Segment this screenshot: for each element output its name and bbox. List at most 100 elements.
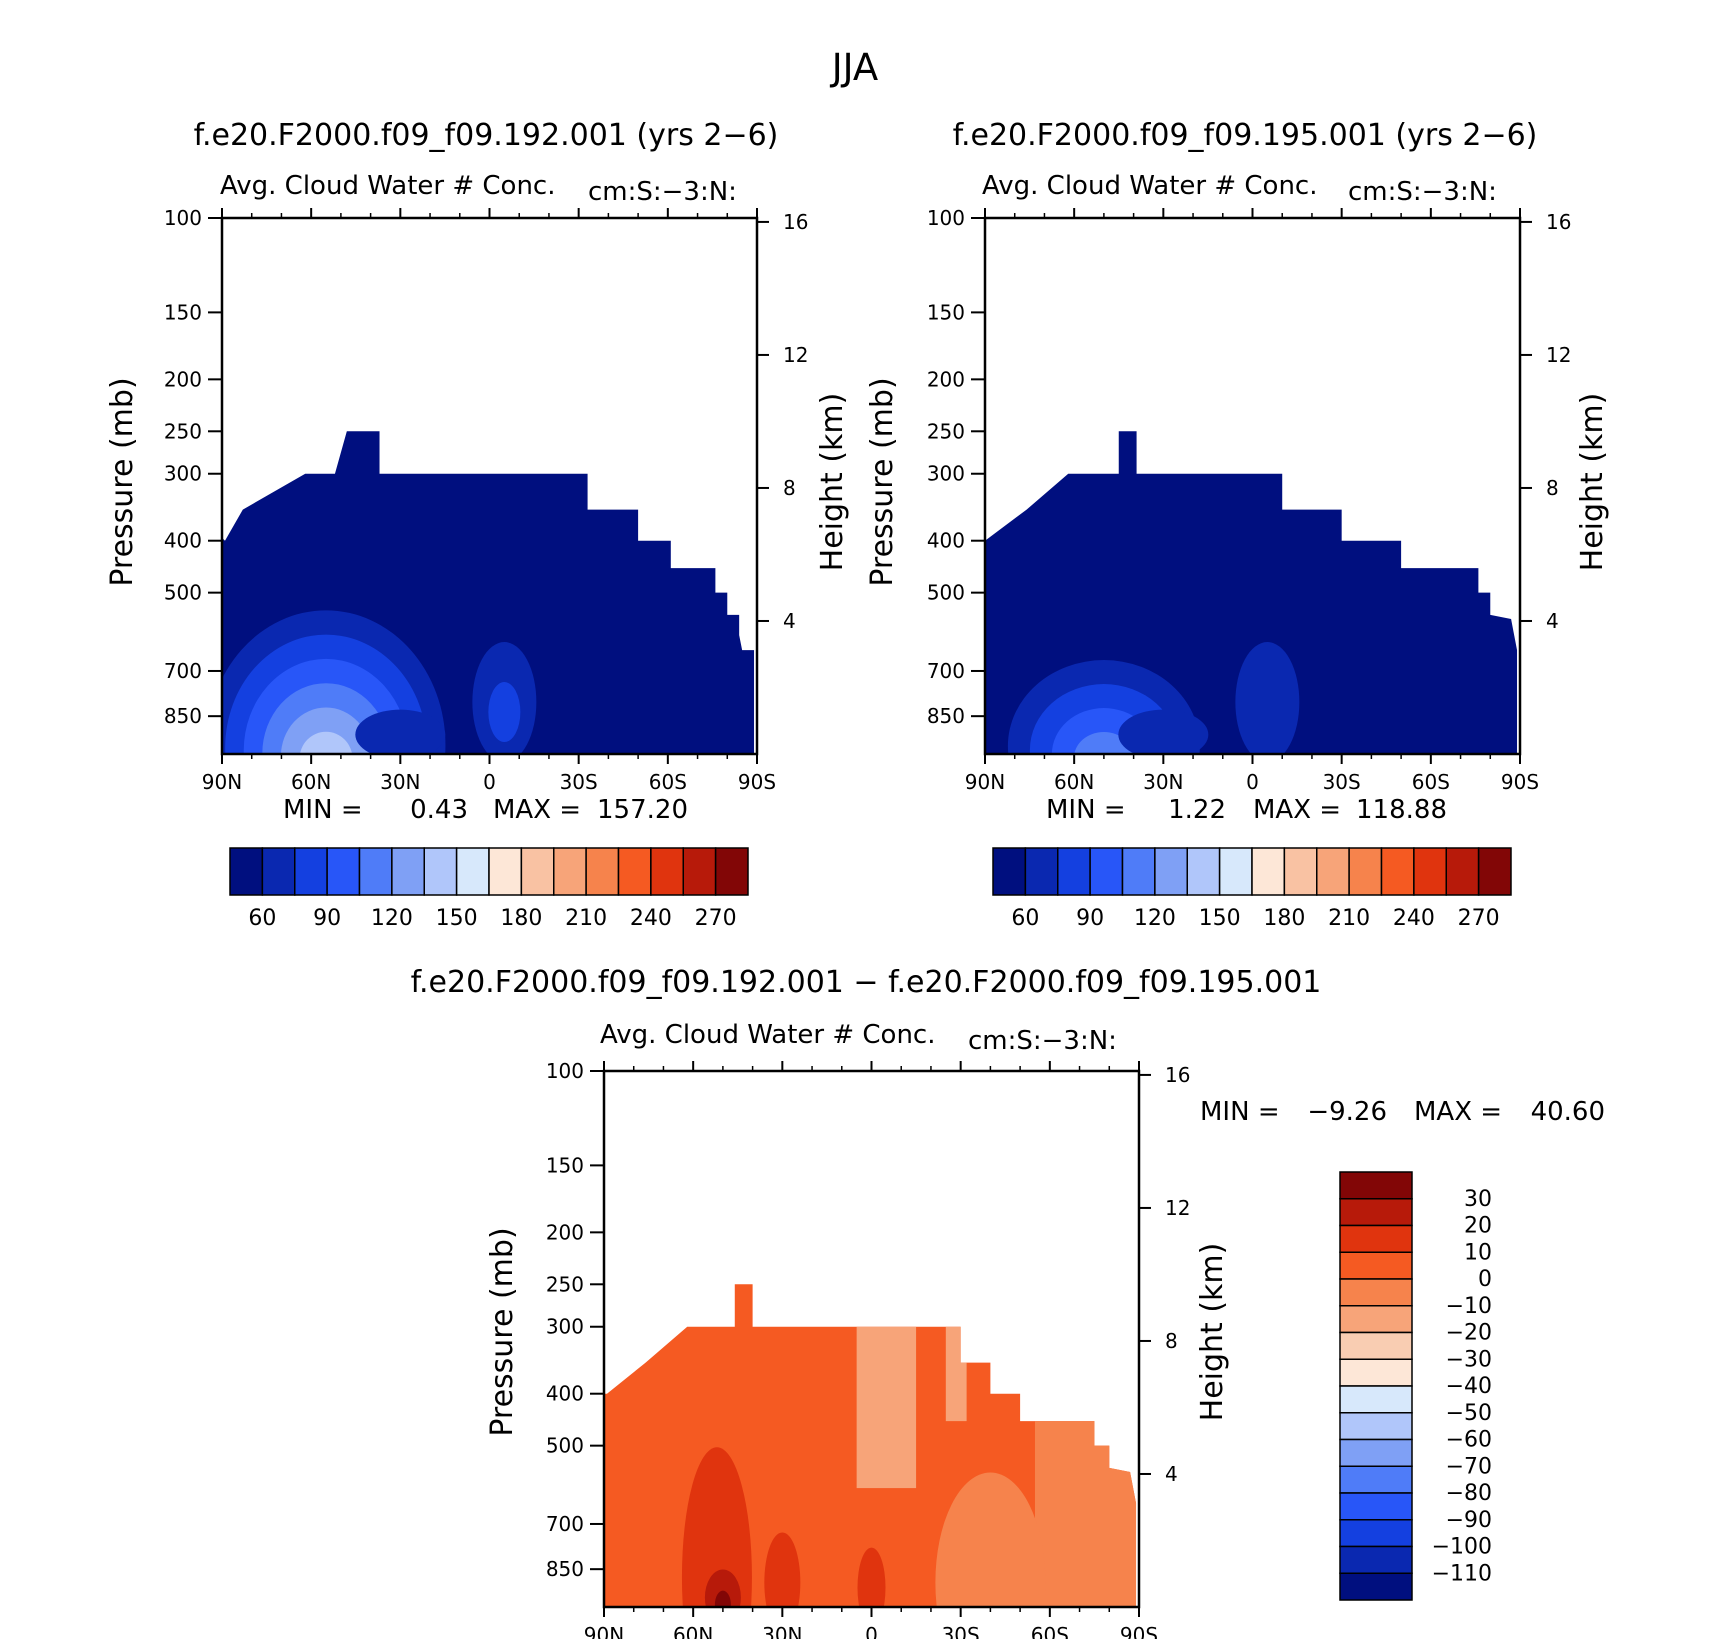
contour-level [1235,642,1300,754]
colorbar-swatch [1339,1331,1413,1360]
y-tick-label: 250 [927,419,965,443]
colorbar-label: −90 [1446,1508,1492,1533]
y-tick-label: 850 [164,704,202,728]
max-label: MAX = [493,795,581,825]
colorbar-swatch [261,847,296,896]
contour-level [1118,709,1209,754]
x-tick-label: 90S [1120,1623,1158,1639]
y-tick-label: 200 [164,367,202,391]
contour-level [857,1547,886,1607]
colorbar-label: 90 [1076,906,1104,931]
colorbar-swatch [1348,847,1383,896]
colorbar-swatch [992,847,1027,896]
colorbar-swatch [650,847,684,896]
colorbar-swatch [1339,1385,1413,1414]
y-tick-label: 300 [164,462,202,486]
y-tick-label: 150 [164,300,202,324]
contour-level [856,1326,917,1489]
colorbar-swatch [1121,847,1156,896]
x-tick-label: 60N [291,770,331,794]
colorbar-swatch [1339,1198,1413,1227]
figure-title: JJA [830,46,879,89]
x-tick-label: 30S [942,1623,980,1639]
colorbar-label: 90 [313,906,341,931]
y-right-tick-label: 4 [783,609,796,633]
colorbar-swatch [488,847,523,896]
colorbar-swatch [455,847,490,896]
colorbar-swatch [1477,847,1512,896]
colorbar-label: −10 [1446,1294,1492,1319]
colorbar-label: 10 [1464,1240,1492,1265]
colorbar-swatch [358,847,393,896]
colorbar-swatch [1339,1358,1413,1387]
y-tick-label: 100 [546,1059,584,1083]
max-value: 118.88 [1356,795,1447,825]
colorbar-swatch [1186,847,1221,896]
y-axis-title: Pressure (mb) [865,377,900,586]
y-right-tick-label: 16 [1165,1063,1190,1087]
panel-title: f.e20.F2000.f09_f09.192.001 (yrs 2−6) [194,118,779,153]
x-tick-label: 30N [762,1623,802,1639]
y-tick-label: 100 [927,206,965,230]
colorbar: 60 90 120 150 180 210 240 270 [229,847,749,931]
max-label: MAX = [1414,1097,1502,1127]
y-tick-label: 400 [546,1382,584,1406]
contour-level [935,1472,1046,1607]
axes: 90N 60N 30N 0 30S 60S 90S 100 150 200 250 300 400 500… [546,1059,1191,1639]
contour-plot [985,431,1518,754]
colorbar-swatch [1339,1572,1413,1601]
units-label: cm:S:−3:N: [1348,177,1497,207]
colorbar-label: −80 [1446,1481,1492,1506]
x-tick-label: 90S [1501,770,1539,794]
colorbar-label: 240 [630,906,672,931]
y-tick-label: 300 [546,1315,584,1339]
axes: 90N 60N 30N 0 30S 60S 90S 100 150 200 250 300 400 500… [927,206,1572,794]
colorbar-label: −70 [1446,1454,1492,1479]
colorbar-swatch [1024,847,1059,896]
contour-level [714,1590,731,1607]
contour-level [764,1532,801,1607]
y-tick-label: 500 [927,581,965,605]
colorbar-label: −60 [1446,1428,1492,1453]
x-tick-label: 90S [738,770,776,794]
colorbar-label: 30 [1464,1187,1492,1212]
colorbar: 60 90 120 150 180 210 240 270 [992,847,1512,931]
colorbar-label: 240 [1393,906,1435,931]
y-tick-label: 700 [927,659,965,683]
colorbar-swatch [1251,847,1286,896]
colorbar: 3020100−10−20−30−40−50−60−70−80−90−100−1… [1339,1171,1492,1601]
colorbar-swatch [1339,1305,1413,1334]
y-right-tick-label: 8 [1165,1329,1178,1353]
y-tick-label: 200 [927,367,965,391]
colorbar-label: −100 [1432,1535,1492,1560]
y-right-tick-label: 8 [783,476,796,500]
contour-level [1073,732,1134,754]
x-tick-label: 30S [1323,770,1361,794]
contour-level [280,707,372,754]
y-right-tick-label: 4 [1165,1462,1178,1486]
y-tick-label: 700 [164,659,202,683]
colorbar-label: 120 [371,906,413,931]
colorbar-swatch [1316,847,1350,896]
variable-label: Avg. Cloud Water # Conc. [600,1020,936,1050]
colorbar-label: 150 [1199,906,1241,931]
contour-level [945,1326,967,1422]
x-tick-label: 30S [560,770,598,794]
filled-region [985,431,1518,754]
colorbar-label: 0 [1478,1267,1492,1292]
contour-level [299,731,353,754]
colorbar-label: 210 [565,906,607,931]
min-label: MIN = [283,795,363,825]
x-tick-label: 60S [1412,770,1450,794]
x-tick-label: 90N [965,770,1005,794]
colorbar-swatch [391,847,425,896]
colorbar-label: −110 [1432,1561,1492,1586]
panel-run-192: f.e20.F2000.f09_f09.192.001 (yrs 2−6) Av… [105,118,850,931]
colorbar-label: 60 [1011,906,1039,931]
x-tick-label: 90N [202,770,242,794]
colorbar-label: 60 [248,906,276,931]
x-tick-label: 30N [380,770,420,794]
units-label: cm:S:−3:N: [968,1026,1117,1056]
y-tick-label: 250 [164,419,202,443]
